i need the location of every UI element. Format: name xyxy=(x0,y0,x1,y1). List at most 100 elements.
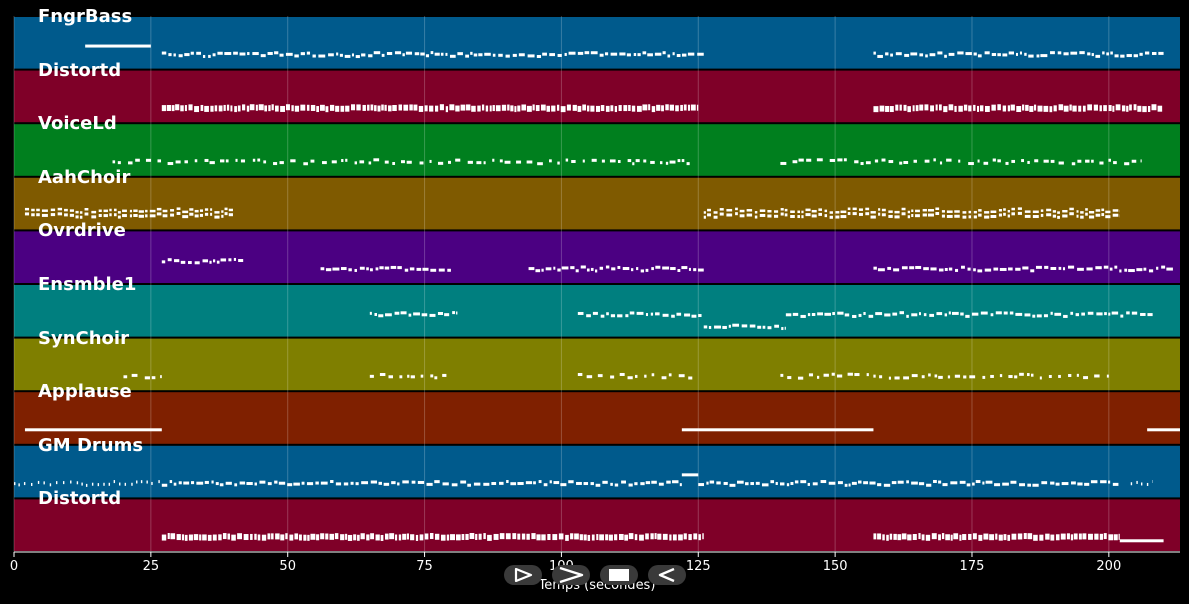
note xyxy=(434,376,438,380)
note xyxy=(505,54,510,58)
note xyxy=(194,159,198,163)
note xyxy=(676,54,681,58)
note xyxy=(526,533,530,540)
track-label: Ensmble1 xyxy=(38,274,137,295)
note xyxy=(202,259,209,263)
note xyxy=(1151,51,1157,55)
note xyxy=(1069,207,1074,211)
note xyxy=(199,209,204,212)
note xyxy=(202,534,207,541)
note xyxy=(1055,534,1060,541)
note xyxy=(469,532,475,539)
note xyxy=(954,105,957,112)
note xyxy=(626,53,631,57)
note xyxy=(207,534,212,541)
note xyxy=(467,160,473,164)
note xyxy=(736,480,744,484)
note xyxy=(1130,482,1133,486)
note xyxy=(375,267,379,271)
note xyxy=(698,483,705,487)
rewind-button[interactable] xyxy=(648,565,686,585)
note xyxy=(1068,374,1072,378)
note xyxy=(384,533,389,540)
note xyxy=(604,52,609,56)
note xyxy=(161,260,166,264)
note xyxy=(661,376,667,380)
note xyxy=(162,214,168,218)
note xyxy=(345,105,350,112)
note xyxy=(57,212,63,216)
note xyxy=(91,482,94,486)
note xyxy=(915,265,922,269)
note xyxy=(889,106,894,113)
note xyxy=(590,482,594,486)
play-button[interactable] xyxy=(504,565,542,585)
note xyxy=(790,481,794,485)
note xyxy=(818,208,822,211)
note xyxy=(811,313,816,317)
note xyxy=(941,533,945,540)
note xyxy=(997,104,1001,111)
note xyxy=(635,374,638,378)
note xyxy=(823,373,829,377)
note xyxy=(306,482,314,486)
note xyxy=(1019,372,1024,376)
note xyxy=(1133,54,1138,58)
note xyxy=(1070,311,1074,315)
note xyxy=(779,482,785,486)
note xyxy=(541,534,546,541)
note xyxy=(491,482,497,486)
note xyxy=(927,209,934,212)
note xyxy=(973,104,976,111)
note xyxy=(858,313,862,317)
note xyxy=(991,53,997,57)
note xyxy=(410,375,415,379)
note xyxy=(498,53,503,57)
note xyxy=(1039,376,1042,380)
note xyxy=(640,482,645,486)
note xyxy=(1144,51,1150,55)
note xyxy=(50,213,56,217)
note xyxy=(395,534,398,541)
note xyxy=(129,209,132,213)
note xyxy=(226,104,230,111)
note xyxy=(644,374,647,378)
note xyxy=(892,312,898,316)
note xyxy=(780,212,784,216)
note xyxy=(750,482,754,486)
note xyxy=(178,481,182,485)
x-tick-label: 175 xyxy=(959,559,985,574)
note xyxy=(631,268,634,272)
note xyxy=(271,533,274,540)
note xyxy=(597,374,603,378)
note xyxy=(184,160,188,164)
note xyxy=(906,314,909,318)
note xyxy=(36,213,40,217)
note xyxy=(239,481,246,485)
note xyxy=(439,104,444,111)
note xyxy=(1085,212,1088,216)
note xyxy=(355,55,360,59)
note xyxy=(374,313,377,317)
note xyxy=(204,208,209,211)
note xyxy=(907,210,911,214)
note xyxy=(1011,207,1015,211)
note xyxy=(516,160,522,164)
stop-button[interactable] xyxy=(600,565,638,585)
note xyxy=(972,482,975,486)
note xyxy=(968,162,974,166)
note xyxy=(600,105,605,112)
note xyxy=(990,215,997,219)
note xyxy=(1107,480,1111,484)
note xyxy=(62,481,65,485)
note xyxy=(1045,533,1050,540)
note xyxy=(1110,51,1113,55)
note xyxy=(565,158,569,162)
note xyxy=(24,212,30,216)
forward-button[interactable] xyxy=(552,565,590,585)
note xyxy=(888,376,891,380)
note xyxy=(495,105,501,112)
note xyxy=(1151,104,1157,111)
note xyxy=(320,481,328,485)
note xyxy=(619,52,626,56)
